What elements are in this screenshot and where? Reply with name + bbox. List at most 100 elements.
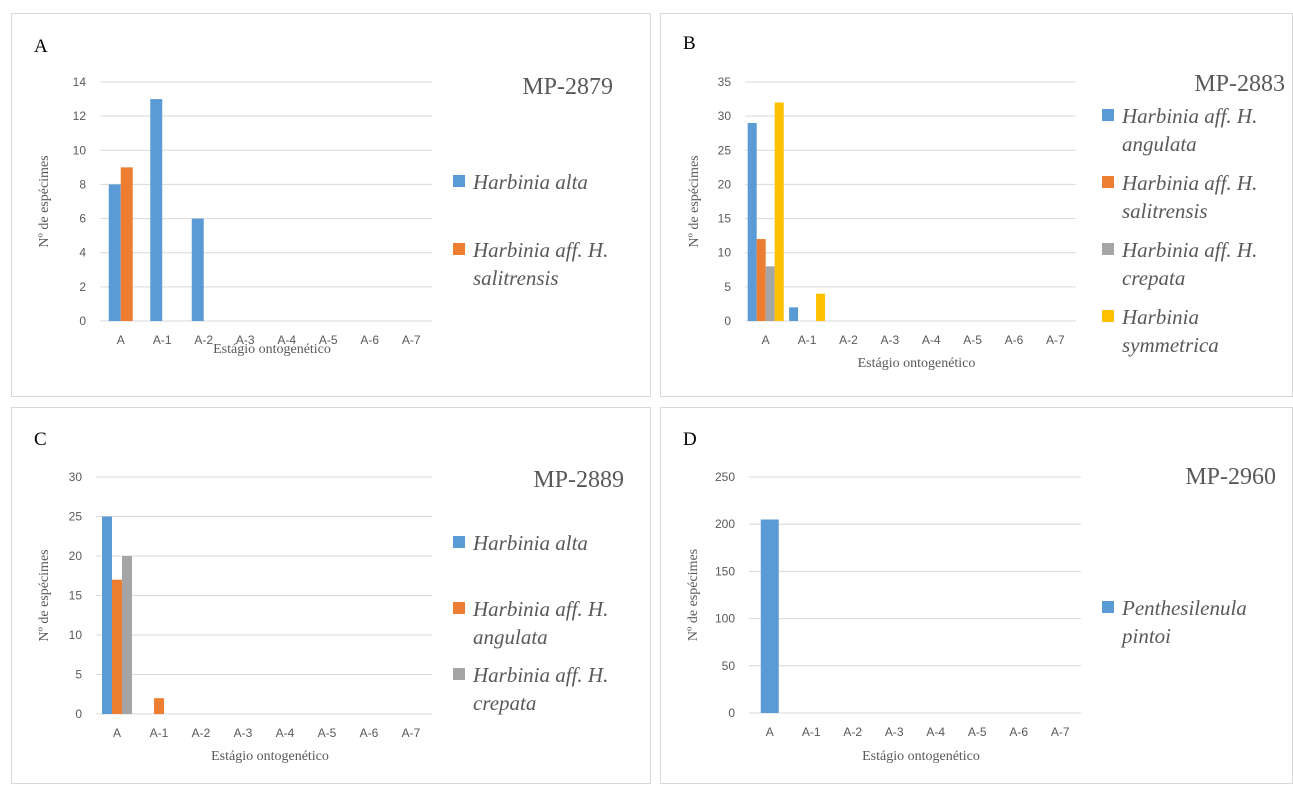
y-tick-label: 8 [79, 177, 86, 191]
bar [765, 266, 775, 321]
bar [122, 556, 132, 714]
panel-label: D [683, 429, 697, 450]
x-tick-label: A-6 [360, 333, 379, 347]
y-tick-label: 10 [718, 246, 732, 260]
panel-label: A [34, 36, 48, 57]
y-tick-label: 14 [73, 75, 87, 89]
y-tick-label: 12 [73, 109, 87, 123]
x-tick-label: A [762, 333, 770, 347]
bar [120, 167, 133, 321]
legend-entry: angulata [473, 625, 548, 649]
legend-swatch [453, 602, 465, 614]
legend-swatch [453, 668, 465, 680]
chart-panel-c: C MP-2889 0 5 10 15 20 25 30 A A-1 A-2 A-3 A-4 A-5 A-6 A… [11, 407, 651, 784]
x-tick-label: A-4 [276, 726, 295, 740]
x-tick-label: A-4 [922, 333, 941, 347]
x-tick-label: A-3 [880, 333, 899, 347]
chart-a-svg: A MP-2879 0 2 4 6 8 10 12 14 A A-1 A-2 A-3 A-4 A-5 A-6 A-… [34, 36, 613, 357]
y-tick-label: 0 [79, 314, 86, 328]
legend-entry: pintoi [1120, 624, 1171, 648]
y-tick-label: 150 [715, 564, 735, 578]
chart-panel-b: B MP-2883 0 5 10 15 20 25 30 35 A A-1 A-2 A-3 A-4 A-5 A-… [660, 13, 1293, 397]
bar [756, 239, 766, 321]
x-tick-label: A-5 [318, 726, 337, 740]
x-tick-label: A-3 [234, 726, 253, 740]
bar [154, 698, 164, 714]
x-tick-label: A [117, 333, 125, 347]
y-axis-title: Nº de espécimes [686, 549, 701, 641]
y-tick-label: 30 [69, 470, 83, 484]
legend-entry: Harbinia aff. H. [1121, 238, 1257, 262]
legend-entry: Harbinia aff. H. [1121, 171, 1257, 195]
bar [774, 102, 784, 321]
y-axis-title: Nº de espécimes [37, 155, 52, 247]
y-tick-label: 25 [718, 143, 732, 157]
x-tick-label: A [766, 725, 774, 739]
x-tick-label: A-3 [885, 725, 904, 739]
y-tick-label: 30 [718, 109, 732, 123]
y-tick-label: 250 [715, 470, 735, 484]
bar [102, 516, 112, 714]
bar [760, 519, 779, 713]
x-tick-label: A-3 [236, 333, 255, 347]
x-tick-label: A-2 [843, 725, 862, 739]
bar [112, 579, 122, 714]
x-tick-label: A-6 [1009, 725, 1028, 739]
legend-entry: crepata [1122, 266, 1185, 290]
chart-panel-d: D MP-2960 0 50 100 150 200 250 A A-1 A-2 A-3 A-4 A-5 A… [660, 407, 1293, 784]
x-tick-label: A-5 [319, 333, 338, 347]
legend-entry: Harbinia aff. H. [1121, 104, 1257, 128]
y-tick-label: 2 [79, 280, 86, 294]
y-tick-label: 5 [75, 668, 82, 682]
x-tick-label: A-1 [153, 333, 172, 347]
bar [747, 122, 757, 321]
y-tick-label: 50 [722, 659, 736, 673]
x-tick-label: A [113, 726, 121, 740]
legend-entry: Penthesilenula [1121, 596, 1247, 620]
chart-b-svg: B MP-2883 0 5 10 15 20 25 30 35 A A-1 A-2 A-3 A-4 A-5 A-… [683, 33, 1285, 371]
x-tick-label: A-1 [798, 333, 817, 347]
x-axis-title: Estágio ontogenético [211, 749, 329, 764]
y-tick-label: 200 [715, 517, 735, 531]
legend-swatch [453, 175, 465, 187]
x-tick-label: A-7 [402, 726, 421, 740]
chart-title: MP-2879 [522, 74, 613, 100]
bar [816, 293, 826, 321]
x-tick-label: A-4 [926, 725, 945, 739]
x-tick-label: A-2 [194, 333, 213, 347]
legend-entry: symmetrica [1122, 333, 1219, 357]
chart-d-svg: D MP-2960 0 50 100 150 200 250 A A-1 A-2 A-3 A-4 A-5 A… [683, 429, 1276, 764]
bar [150, 99, 163, 321]
x-tick-label: A-5 [963, 333, 982, 347]
legend-swatch [1102, 310, 1114, 322]
legend-entry: Harbinia alta [472, 170, 588, 194]
legend-entry: salitrensis [1122, 199, 1208, 223]
legend-entry: Harbinia aff. H. [472, 597, 608, 621]
x-axis-title: Estágio ontogenético [858, 356, 976, 371]
y-tick-label: 20 [69, 549, 83, 563]
legend-entry: Harbinia aff. H. [472, 663, 608, 687]
x-tick-label: A-7 [402, 333, 421, 347]
y-axis-title: Nº de espécimes [687, 155, 702, 247]
x-tick-label: A-1 [802, 725, 821, 739]
bar [191, 218, 204, 321]
x-tick-label: A-6 [1005, 333, 1024, 347]
chart-title: MP-2889 [533, 467, 624, 493]
bar [108, 184, 121, 321]
legend-entry: salitrensis [473, 266, 559, 290]
y-tick-label: 15 [718, 212, 732, 226]
x-tick-label: A-6 [360, 726, 379, 740]
x-tick-label: A-7 [1051, 725, 1070, 739]
legend-swatch [453, 536, 465, 548]
y-tick-label: 0 [75, 707, 82, 721]
legend-swatch [1102, 176, 1114, 188]
y-tick-label: 35 [718, 75, 732, 89]
x-tick-label: A-2 [839, 333, 858, 347]
y-tick-label: 10 [73, 143, 87, 157]
legend-swatch [1102, 601, 1114, 613]
panel-label: C [34, 429, 47, 450]
chart-c-svg: C MP-2889 0 5 10 15 20 25 30 A A-1 A-2 A-3 A-4 A-5 A-6 A… [34, 429, 624, 764]
x-tick-label: A-1 [150, 726, 169, 740]
y-tick-label: 100 [715, 612, 735, 626]
y-tick-label: 10 [69, 628, 83, 642]
